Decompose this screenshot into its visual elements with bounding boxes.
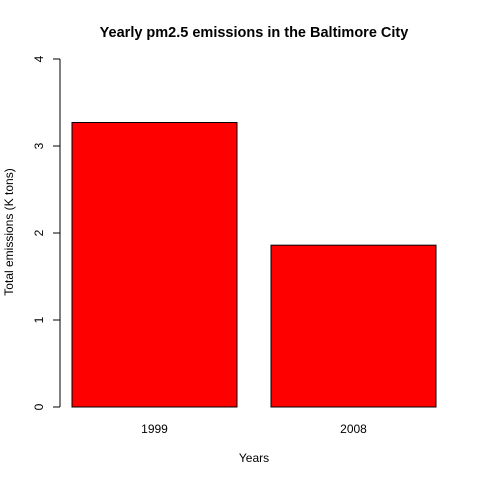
x-tick-label: 1999 <box>141 422 168 436</box>
y-tick-label: 4 <box>32 55 46 62</box>
chart-title: Yearly pm2.5 emissions in the Baltimore … <box>100 25 409 41</box>
bar-1999 <box>71 122 238 408</box>
y-axis: 0 1 2 3 4 <box>32 55 61 410</box>
x-tick-label: 2008 <box>340 422 367 436</box>
y-tick-label: 3 <box>32 142 46 149</box>
y-tick-label: 2 <box>32 229 46 236</box>
y-axis-label: Total emissions (K tons) <box>2 168 16 295</box>
x-axis-label: Years <box>239 451 269 465</box>
bars <box>71 122 437 408</box>
x-tick-labels: 1999 2008 <box>141 422 367 436</box>
bar-2008 <box>270 244 437 408</box>
y-tick-label: 0 <box>32 403 46 410</box>
y-tick-label: 1 <box>32 316 46 323</box>
